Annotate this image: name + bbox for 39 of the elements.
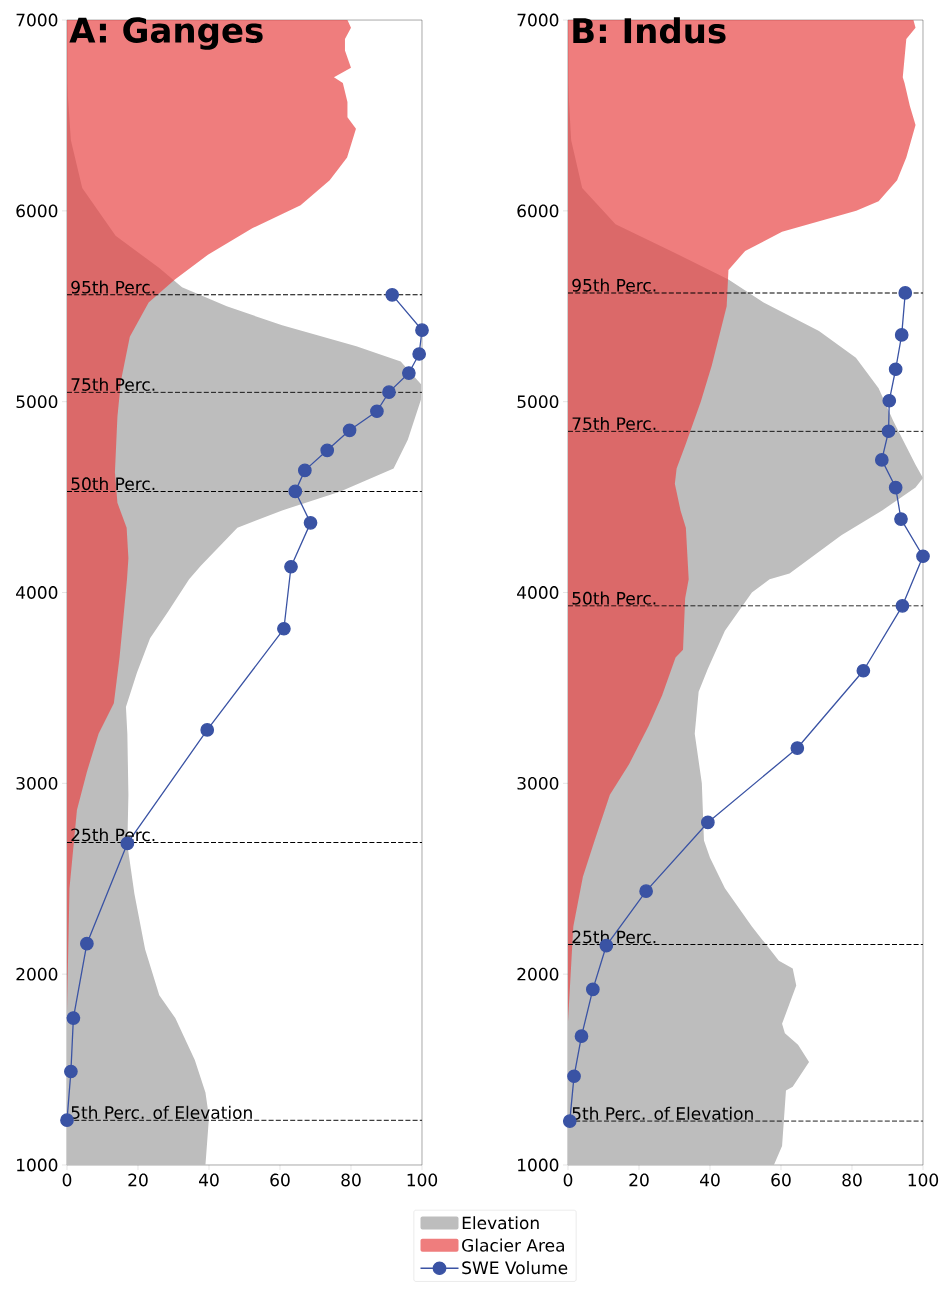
y-tick-label: 1000	[518, 1158, 559, 1172]
y-tick-label: 6000	[16, 204, 58, 218]
x-tick-label: 20	[128, 1173, 148, 1187]
x-tick-label: 20	[629, 1173, 649, 1187]
x-tick-label: 80	[842, 1173, 862, 1187]
x-tick-label: 60	[270, 1173, 290, 1187]
x-tick-label: 40	[700, 1173, 720, 1187]
legend-label: Glacier Area	[462, 1238, 564, 1252]
ref-line-label: 95th Perc.	[572, 278, 656, 292]
legend-label: Elevation	[462, 1216, 539, 1230]
y-tick-label: 4000	[517, 586, 559, 599]
x-tick-label: 60	[771, 1173, 791, 1187]
x-tick-label: 40	[199, 1173, 219, 1187]
y-tick-label: 5000	[517, 395, 559, 409]
y-tick-label: 3000	[517, 776, 559, 790]
ref-line-label: 5th Perc. of Elevation	[572, 1106, 753, 1120]
y-tick-label: 2000	[517, 967, 559, 981]
y-tick-label: 1000	[17, 1158, 58, 1172]
y-tick-label: 6000	[517, 204, 559, 218]
legend-label: SWE Volume	[462, 1261, 568, 1275]
y-tick-label: 3000	[16, 776, 58, 790]
ref-line-label: 75th Perc.	[71, 377, 155, 391]
ref-line-label: 75th Perc.	[572, 416, 656, 431]
chart-title: B: Indus	[573, 17, 726, 44]
x-tick-label: 80	[341, 1173, 361, 1187]
y-tick-label: 5000	[16, 395, 58, 409]
y-tick-label: 7000	[16, 13, 58, 27]
x-tick-label: 0	[563, 1173, 573, 1187]
y-tick-label: 7000	[517, 13, 559, 27]
x-tick-label: 0	[62, 1173, 72, 1187]
y-tick-label: 2000	[16, 967, 58, 981]
ref-line-label: 5th Perc. of Elevation	[71, 1105, 252, 1119]
ref-line-label: 50th Perc.	[572, 591, 656, 605]
y-tick-label: 4000	[16, 586, 58, 599]
ref-line-label: 95th Perc.	[71, 280, 155, 294]
x-tick-label: 100	[908, 1173, 939, 1187]
x-tick-label: 100	[407, 1173, 438, 1187]
ref-line-label: 50th Perc.	[71, 477, 155, 491]
chart-title: A: Ganges	[69, 17, 263, 50]
